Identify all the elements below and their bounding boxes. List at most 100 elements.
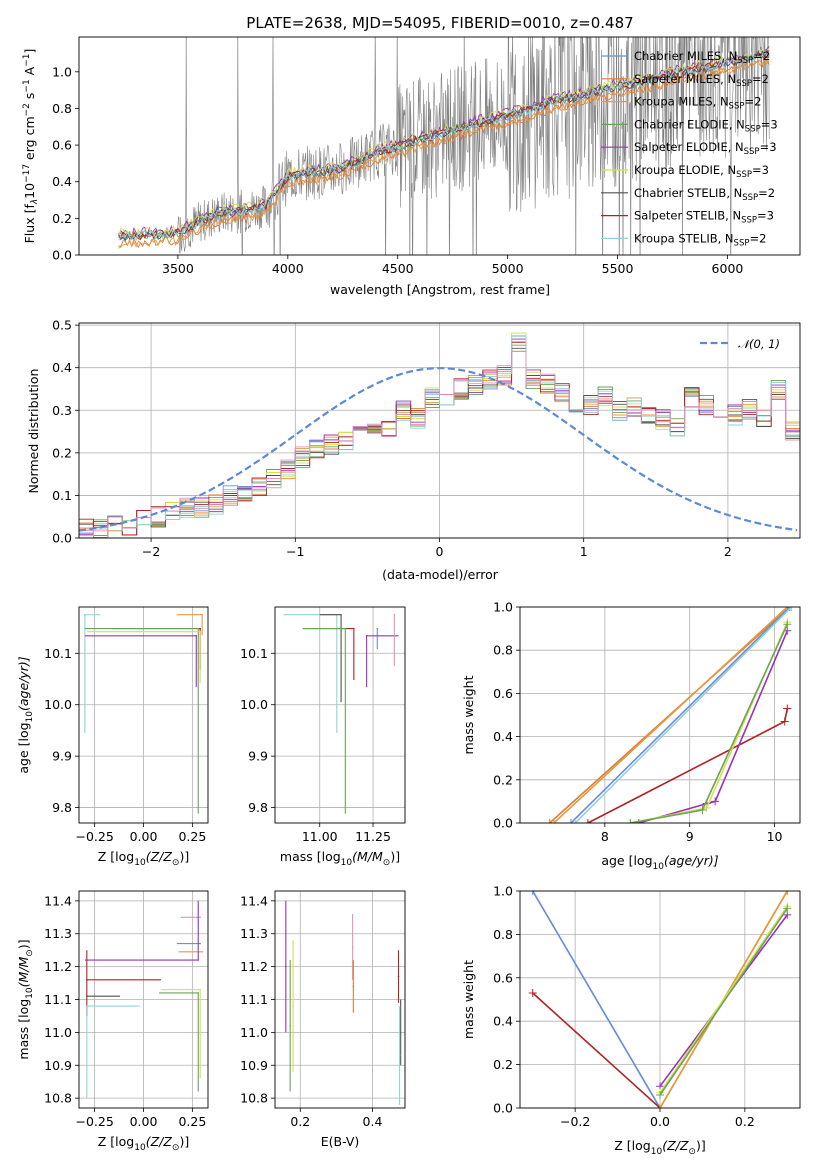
mass-weight-vs-age-panel: 8 9 10 0.0 0.2 0.4 0.6 0.8 1.0 age [log10(age/yr)… <box>461 600 801 872</box>
histogram-line <box>79 351 800 532</box>
x-tick-label: 9 <box>686 829 694 844</box>
x-tick-label: −0.25 <box>75 1114 113 1129</box>
y-tick-label: 10.1 <box>240 646 268 661</box>
legend-sub: SSP <box>737 56 753 66</box>
y-axis-label: Flux [fλ10−17 erg cm−2 s−1 A−1] <box>22 49 40 244</box>
x-tick-label: 0.0 <box>650 1114 670 1129</box>
x-tick-label: 2 <box>724 544 732 559</box>
histogram-line <box>79 332 800 532</box>
legend-label: Chabrier ELODIE, NSSP=3 <box>634 117 778 134</box>
axes-frame <box>519 890 801 1109</box>
y-tick-label: 0.0 <box>493 816 513 831</box>
x-axis-label: Z [log10(Z/Z⊙)] <box>614 1138 705 1157</box>
legend-tail: =3 <box>752 163 769 177</box>
weight-marker <box>583 819 592 823</box>
y-tick-label: 9.9 <box>52 749 72 764</box>
y-tick-label: 0.5 <box>52 318 72 333</box>
x-tick-label: 8 <box>601 829 609 844</box>
y-tick-label: 10.0 <box>240 697 268 712</box>
y-tick-label: 1.0 <box>493 600 513 615</box>
weight-marker <box>626 819 635 823</box>
data-point <box>197 959 200 961</box>
y-tick-label: 11.3 <box>240 926 268 941</box>
histogram-line <box>79 341 800 536</box>
y-axis-label: mass weight <box>461 960 476 1039</box>
legend-sub: SSP <box>729 102 745 112</box>
weight-marker <box>545 819 554 823</box>
x-axis-label: mass [log10(M/M⊙)] <box>280 849 400 868</box>
y-tick-label: 1.0 <box>493 884 513 899</box>
histogram-line <box>79 338 800 536</box>
weight-marker <box>528 988 537 997</box>
scatter-points <box>283 613 399 814</box>
axes-frame <box>78 606 209 824</box>
data-point <box>197 627 200 630</box>
weight-line <box>659 905 788 1094</box>
legend-sub: SSP <box>736 79 752 89</box>
data-point <box>86 1005 88 1007</box>
data-point <box>393 613 396 616</box>
data-point <box>344 627 347 630</box>
y-tick-label: 11.2 <box>44 959 72 974</box>
legend-tail: =2 <box>758 186 775 200</box>
scatter-points <box>84 900 203 1099</box>
y-tick-label: 9.9 <box>248 749 268 764</box>
mass-weight-vs-metallicity-panel: −0.2 0.0 0.2 0.0 0.2 0.4 0.6 0.8 1.0 Z [log10(Z/Z… <box>461 884 801 1157</box>
spectrum-panel: 3500 4000 4500 5000 5500 6000 0.0 0.2 0.4 0.6 0.8 1… <box>22 36 801 297</box>
weight-line <box>570 607 791 823</box>
weight-lines <box>545 607 796 823</box>
legend-name: Kroupa STELIB, N <box>634 231 734 245</box>
legend-sub: SSP <box>734 238 750 248</box>
legend-label: 𝒩(0, 1) <box>738 337 780 351</box>
legend-label: Chabrier STELIB, NSSP=2 <box>634 186 775 203</box>
data-point <box>197 992 200 994</box>
legend-sub: SSP <box>736 170 752 180</box>
data-point <box>199 916 201 919</box>
data-point <box>399 1031 402 1034</box>
y-tick-label: 9.8 <box>52 800 72 815</box>
legend-name: Salpeter MILES, N <box>634 72 736 86</box>
y-tick-label: 10.8 <box>44 1091 72 1106</box>
legend-label: Kroupa STELIB, NSSP=2 <box>634 231 766 248</box>
data-point <box>199 627 201 630</box>
x-tick-label: 0.00 <box>130 1114 158 1129</box>
data-point <box>86 978 88 981</box>
legend-tail: =3 <box>760 140 777 154</box>
y-tick-label: 0.4 <box>493 1014 513 1029</box>
weight-marker <box>656 1104 664 1108</box>
data-point <box>289 1025 291 1027</box>
x-tick-label: 5500 <box>602 261 634 276</box>
y-tick-label: 10.0 <box>44 697 72 712</box>
weight-marker <box>787 607 796 611</box>
x-tick-label: 1 <box>580 544 588 559</box>
legend-label: Salpeter ELODIE, NSSP=3 <box>634 140 777 157</box>
legend-tail: =3 <box>757 209 774 223</box>
legend-tail: =2 <box>744 95 761 109</box>
y-tick-label: 11.4 <box>240 893 268 908</box>
y-tick-label: 11.2 <box>240 959 268 974</box>
y-tick-label: 0.0 <box>52 248 72 263</box>
legend-tail: =3 <box>761 117 778 131</box>
x-tick-label: 0.00 <box>130 829 158 844</box>
data-point <box>365 635 368 637</box>
data-point <box>340 613 342 616</box>
residual-histogram-panel: −2 −1 0 1 2 0.0 0.1 0.2 0.3 0.4 0.5 𝒩(0, 1) (data-mo… <box>26 318 801 582</box>
weight-line <box>630 621 789 823</box>
scatter-points <box>285 900 402 1105</box>
y-tick-label: 0.2 <box>493 772 513 787</box>
weight-line <box>638 630 789 823</box>
x-tick-label: −1 <box>286 544 304 559</box>
weight-marker <box>549 819 558 823</box>
axes-frame <box>519 606 801 824</box>
age-vs-metallicity-panel: −0.25 0.00 0.25 9.8 9.9 10.0 10.1 Z [log10(Z/Z⊙… <box>16 606 209 868</box>
histogram-line <box>79 344 800 538</box>
data-point <box>199 630 201 633</box>
x-tick-label: 11.25 <box>355 829 391 844</box>
y-tick-label: 0.8 <box>52 101 72 116</box>
weight-marker <box>698 806 707 815</box>
model-spectrum-line <box>118 50 770 242</box>
data-point <box>199 988 201 991</box>
age-vs-mass-panel: 11.00 11.25 9.8 9.9 10.0 10.1 mass [log10(M/M⊙… <box>240 606 406 868</box>
weight-marker <box>783 704 792 713</box>
legend-name: Salpeter STELIB, N <box>634 209 741 223</box>
